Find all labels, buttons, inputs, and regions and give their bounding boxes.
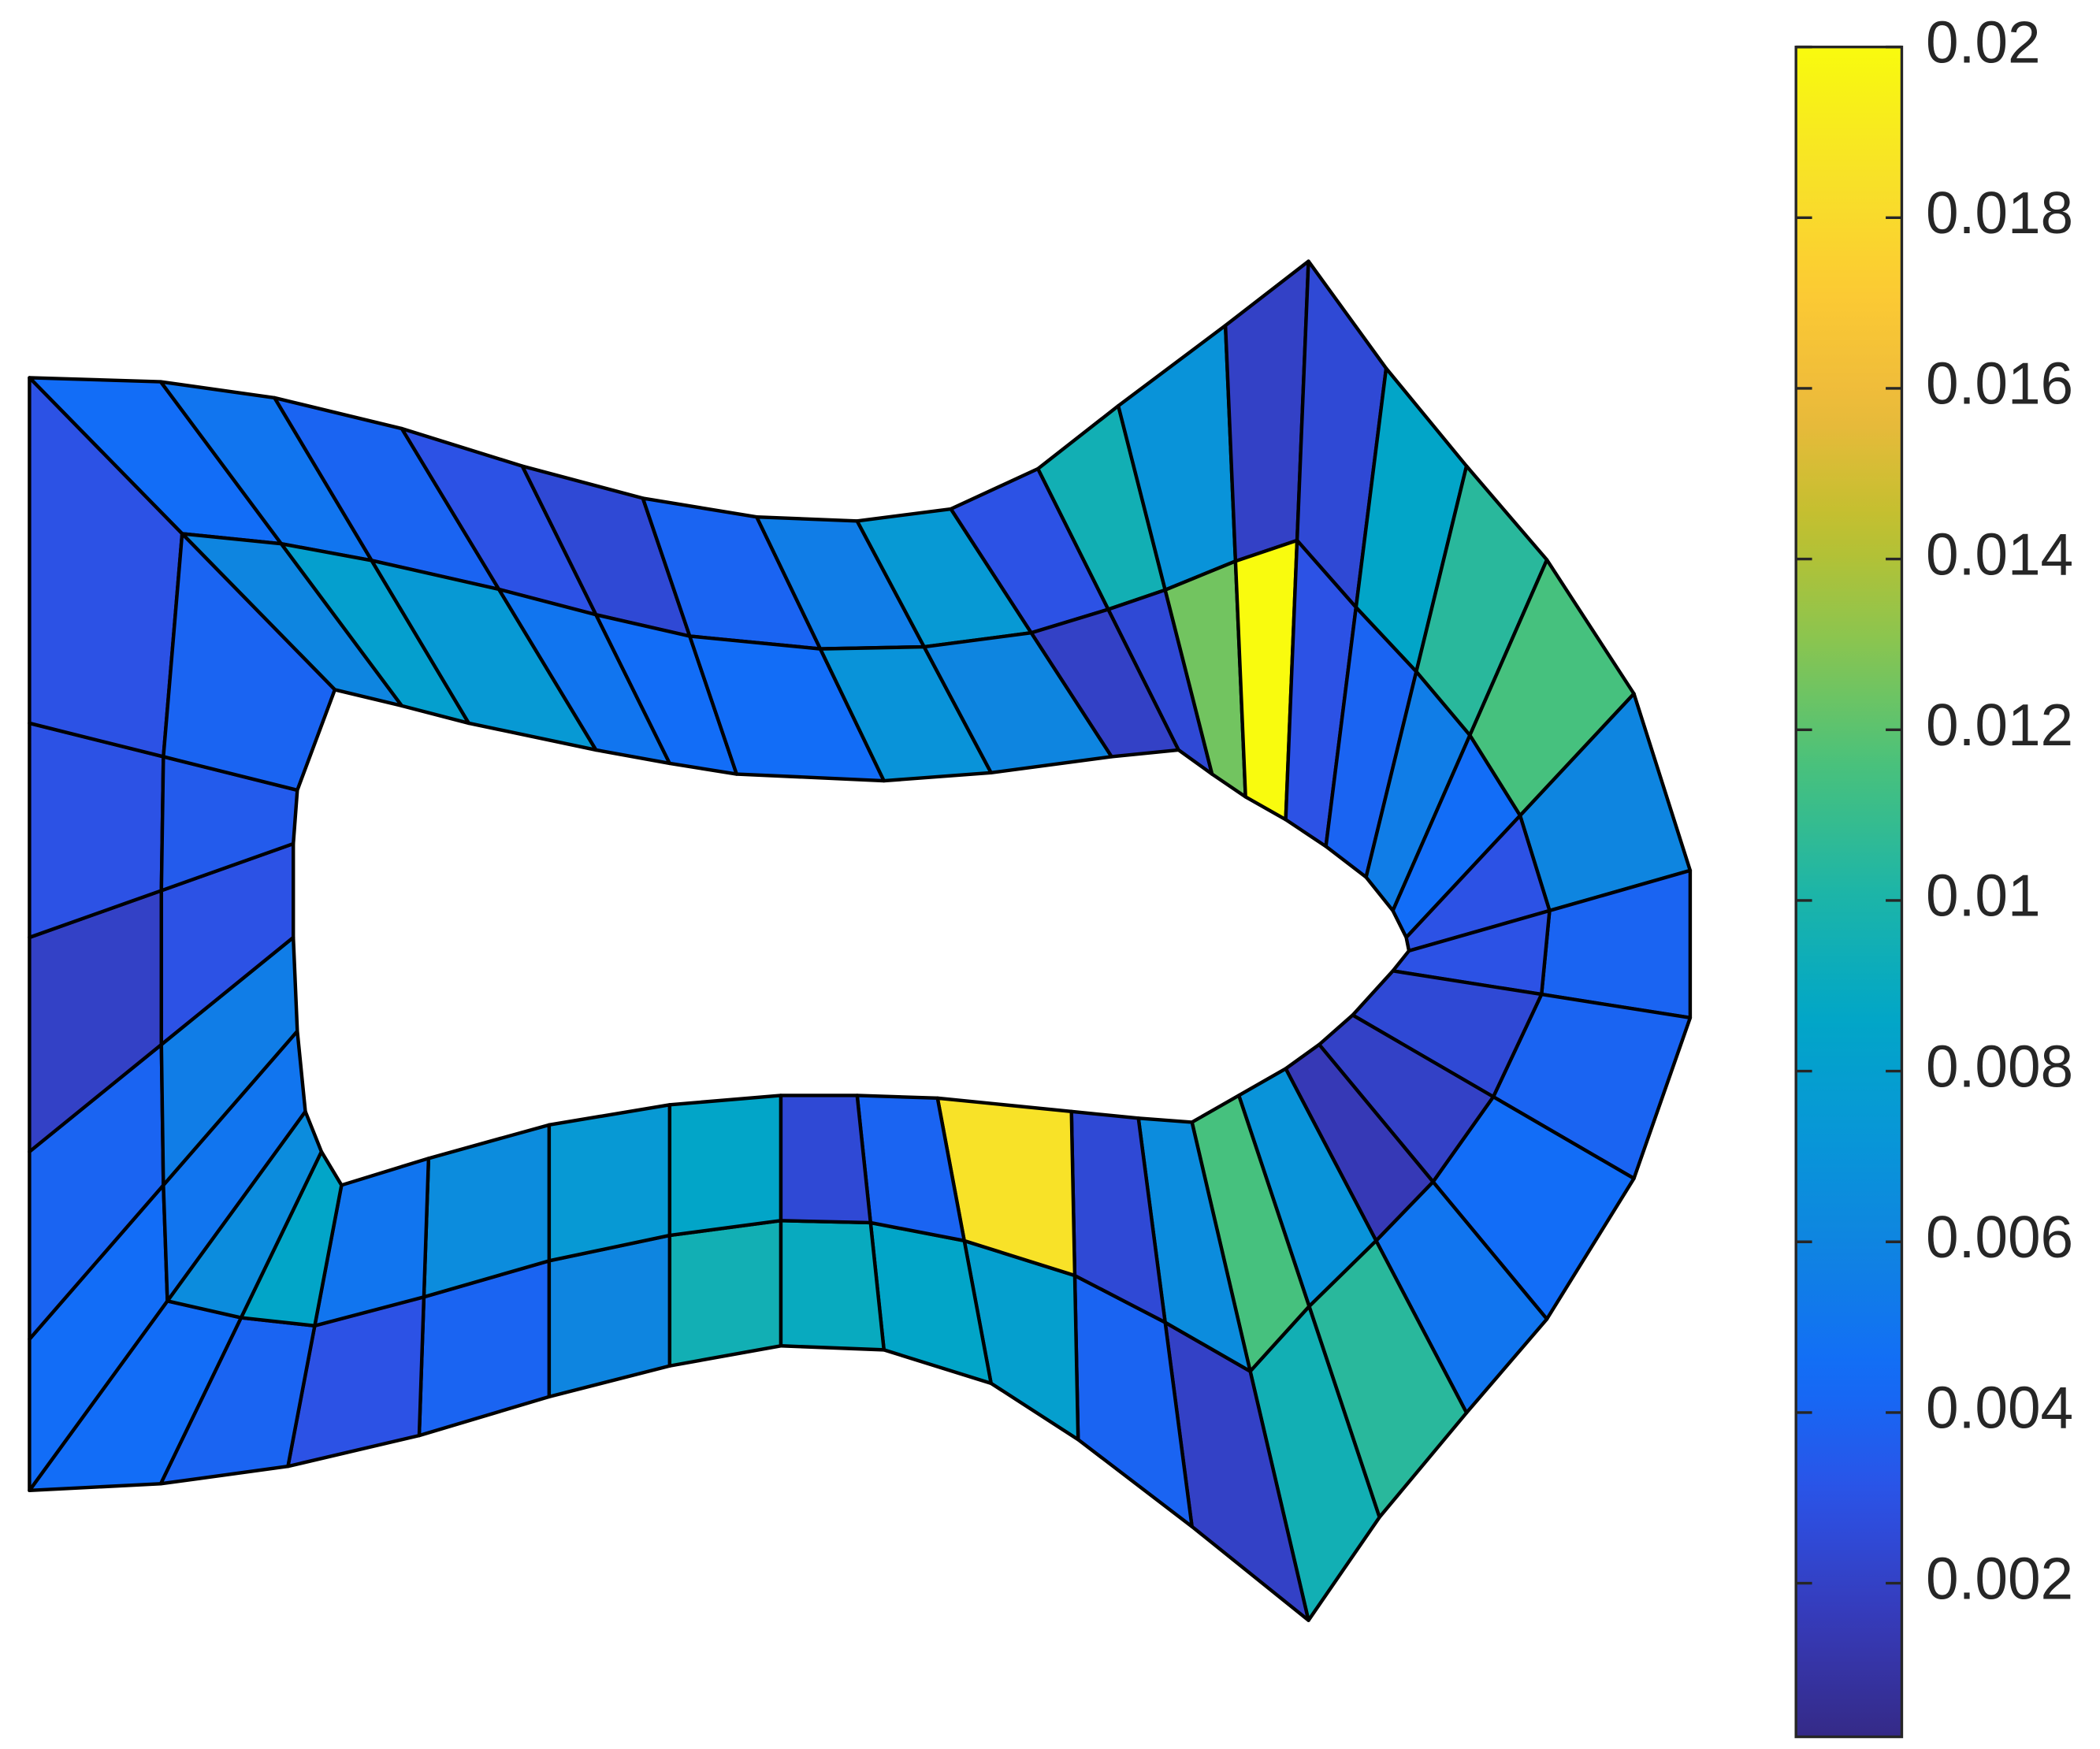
colorbar-tick-label: 0.014 <box>1926 521 2073 587</box>
colorbar-axis: 0.002 0.004 0.006 0.008 0.01 0.012 0.014 0.016 0… <box>1796 9 2073 1611</box>
mesh <box>28 259 1693 1622</box>
colorbar-tick-label: 0.008 <box>1926 1033 2073 1099</box>
colorbar-tick-label: 0.02 <box>1926 9 2041 75</box>
mesh-cell <box>779 1094 872 1225</box>
colorbar-tick-label: 0.006 <box>1926 1204 2073 1270</box>
colorbar-tick-label: 0.01 <box>1926 863 2041 929</box>
colorbar-tick-label: 0.018 <box>1926 180 2073 246</box>
mesh-cell <box>547 1233 672 1399</box>
colorbar-tick-label: 0.016 <box>1926 351 2073 417</box>
colorbar-tick-label: 0.002 <box>1926 1545 2073 1611</box>
mesh-cell <box>667 1094 783 1238</box>
mesh-cell <box>547 1103 672 1263</box>
mesh-cell <box>667 1219 783 1368</box>
colorbar <box>1794 45 1904 1739</box>
mesh-cell <box>779 1219 886 1352</box>
mesh-cell <box>1223 259 1310 563</box>
colorbar-tick-label: 0.012 <box>1926 692 2073 758</box>
mesh-cell <box>162 532 337 793</box>
colorbar-tick-label: 0.004 <box>1926 1375 2073 1441</box>
